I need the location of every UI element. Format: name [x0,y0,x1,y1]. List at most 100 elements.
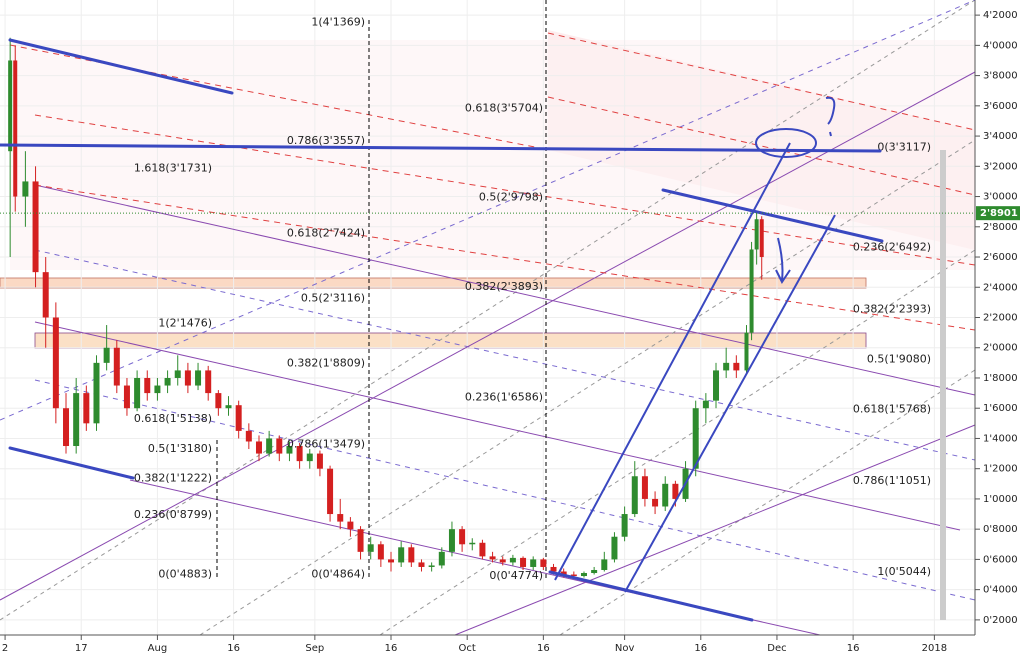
candle-body [266,438,273,454]
fib-label: 0.5(2'3116) [301,292,365,305]
candle-body [744,332,749,371]
y-tick-label: 2'4000 [983,282,1018,293]
dashed-line [0,0,976,621]
fib-label: 1(0'5044) [877,565,931,578]
candle-body [225,405,232,409]
x-tick-label: 16 [537,643,550,654]
dashed-line [34,114,976,266]
fib-label: 0(0'4883) [158,567,212,580]
y-tick-label: 0'2000 [983,615,1018,626]
candle-body [347,521,354,530]
candle-body [733,362,740,371]
candle-body [580,573,587,577]
candle-body [337,514,344,522]
candle-body [42,272,49,318]
y-tick-label: 1'4000 [983,433,1018,444]
fib-label: 0.786(1'1051) [853,474,931,487]
candle-body [306,453,313,462]
circle-mark [755,128,817,158]
candle-body [327,468,334,515]
trend-line [0,71,976,601]
fib-label: 0.236(1'6586) [465,390,543,403]
candle-body [479,542,486,557]
fib-labels: 1.618(3'1731) 1(2'1476) 0.618(1'5138) 0.5(1… [134,16,931,582]
fib-label: 0.618(1'5768) [853,403,931,416]
candle-body [509,557,516,563]
candle-body [103,347,110,363]
y-tick-label: 3'6000 [983,101,1018,112]
y-tick-label: 3'8000 [983,71,1018,82]
y-tick-label: 2'8000 [983,222,1018,233]
y-tick-label: 4'2000 [983,10,1018,21]
dashed-line [379,249,976,636]
candle-body [276,438,283,454]
y-tick-label: 1'6000 [983,403,1018,414]
candle-body [520,557,527,567]
axis-bg [975,0,1022,662]
channel-line [624,214,836,593]
candle-body [448,529,455,552]
fib-label: 0.382(2'2393) [853,303,931,316]
fib-label: 0.5(2'9798) [479,191,543,204]
candle-body [22,181,29,197]
trend-line [34,321,961,531]
candle-body [713,370,720,401]
candle-body [408,547,415,563]
candle-body [499,559,506,563]
channel-grid [0,0,976,601]
channel-line [554,142,791,581]
fib-label: 0.382(1'8809) [287,357,365,370]
candle-body [205,370,212,394]
y-tick-label: 0'4000 [983,585,1018,596]
fib-label: 0.618(3'5704) [465,101,543,114]
y-tick-label: 0'6000 [983,554,1018,565]
candle-body [377,544,384,560]
candle-body [530,559,537,567]
y-tick-label: 1'0000 [983,494,1018,505]
candle-body [398,547,405,563]
fib-label: 1.618(3'1731) [134,161,212,174]
x-tick-label: Sep [305,643,324,654]
candle-body [469,542,476,545]
last-price-label: 2'8901 [980,208,1018,219]
candle-body [123,385,130,409]
y-tick-label: 2'0000 [983,343,1018,354]
zone-band [0,277,867,289]
dashed-line [547,96,976,196]
candle-body [652,498,659,507]
trend-line [0,143,882,153]
trend-line [548,570,754,622]
axis-bg [0,635,1022,662]
candle-body [759,219,764,258]
fib-label: 0.618(1'5138) [134,412,212,425]
candle-body [428,565,435,567]
trend-line [454,424,976,636]
trend-line [661,188,884,243]
candle-body [32,181,39,273]
zone-band [34,332,867,349]
trend-line [8,38,234,95]
fib-label: 0(0'4774) [489,569,543,582]
candle-body [641,476,648,499]
candle-body [195,370,202,386]
candle-body [754,219,759,250]
candle-body [591,569,598,574]
fib-label: 0.382(2'3893) [465,280,543,293]
x-tick-label: Nov [615,643,635,654]
candle-body [550,566,557,572]
y-tick-label: 1'2000 [983,464,1018,475]
x-tick-label: 16 [847,643,860,654]
grid [0,0,975,635]
candle-body [540,559,547,567]
candle-body [672,483,679,499]
candle-body [601,559,608,570]
candles [8,37,764,578]
candle-body [113,347,120,386]
dashed-line [547,32,976,131]
candle-body [749,249,754,333]
candle-body [621,514,628,537]
x-tick-label: 16 [694,643,707,654]
candle-body [723,362,730,371]
y-tick-label: 3'2000 [983,161,1018,172]
